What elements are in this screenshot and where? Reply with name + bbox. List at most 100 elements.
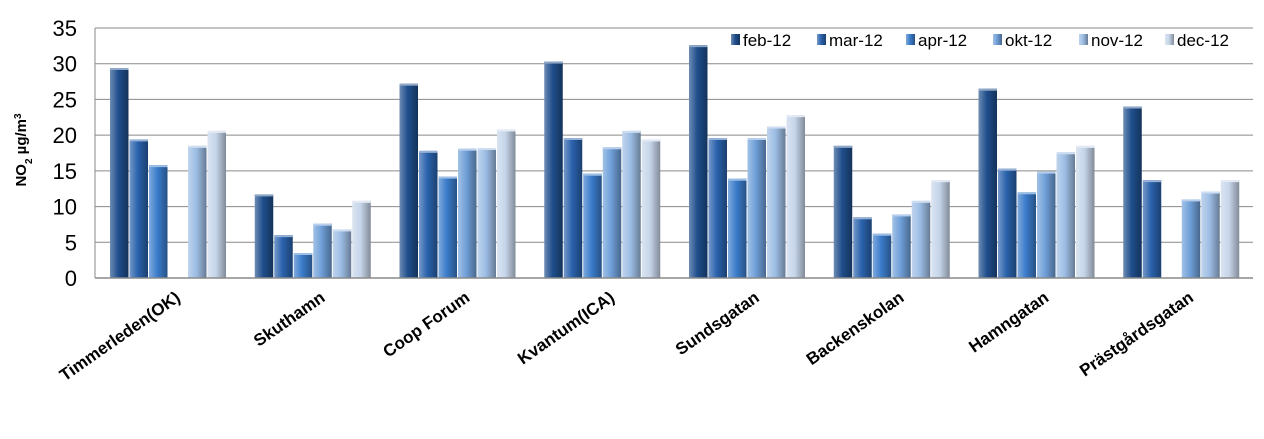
bar-top (583, 173, 602, 176)
bar (352, 200, 371, 278)
bar (786, 115, 805, 279)
bar (188, 145, 207, 278)
y-axis-label: NO2 µg/m3 (13, 113, 35, 187)
category-label: Hamngatan (965, 288, 1052, 357)
bar (497, 129, 516, 278)
bar-top (207, 130, 226, 133)
bar (419, 150, 438, 278)
legend: feb-12 mar-12 apr-12 okt-12 nov-12 dec-12 (731, 31, 1229, 50)
bar (458, 148, 477, 278)
y-tick-label: 0 (65, 266, 77, 291)
bar (833, 145, 853, 278)
bar-top (438, 176, 457, 179)
bar-top (641, 139, 661, 142)
bar-top (998, 168, 1017, 171)
category-labels: Timmerleden(OK) Skuthamn Coop Forum Kvantum… (56, 288, 1197, 385)
bar-top (313, 223, 332, 226)
bar-top (602, 147, 622, 150)
bar (254, 194, 274, 278)
bar (892, 214, 911, 278)
bar-top (1201, 191, 1220, 194)
bar-top (1037, 171, 1056, 174)
legend-label: apr-12 (918, 31, 967, 50)
category-label: Backenskolan (803, 288, 908, 369)
bar (313, 223, 332, 278)
bar-top (786, 115, 805, 118)
category-label: Timmerleden(OK) (56, 288, 183, 385)
bar (641, 139, 661, 278)
y-tick-label: 15 (53, 159, 77, 184)
bar (399, 83, 418, 278)
bar (477, 148, 496, 278)
legend-swatch (906, 34, 915, 45)
legend-label: okt-12 (1005, 31, 1052, 50)
bar (747, 138, 766, 278)
bar-top (853, 217, 872, 220)
bar-top (563, 138, 583, 140)
bar-top (477, 148, 496, 150)
legend-swatch (993, 34, 1002, 45)
legend-label: mar-12 (829, 31, 883, 50)
bar-top (188, 145, 207, 148)
y-tick-labels: 0 5 10 15 20 25 30 35 (53, 16, 77, 291)
bar (911, 200, 931, 278)
bar-top (352, 200, 371, 203)
category-label: Prästgårdsgatan (1076, 288, 1197, 381)
bar-top (978, 88, 997, 91)
bar (622, 130, 641, 278)
bar-top (399, 83, 418, 86)
bar-top (293, 253, 313, 255)
y-tick-label: 10 (53, 195, 77, 220)
bar (728, 178, 747, 278)
legend-swatch (1165, 34, 1174, 45)
bar (129, 139, 148, 278)
bar-top (833, 145, 853, 148)
bar-top (1181, 199, 1201, 202)
bar-top (1220, 180, 1240, 183)
bar-top (1123, 106, 1142, 109)
category-label: Skuthamn (250, 288, 328, 351)
bar (872, 233, 892, 278)
bar (1181, 199, 1201, 278)
bar-top (129, 139, 148, 142)
y-tick-label: 30 (53, 52, 77, 77)
legend-swatch (817, 34, 826, 45)
bar (563, 138, 583, 278)
y-tick-label: 35 (53, 16, 77, 41)
bar (1201, 191, 1220, 278)
bar-top (767, 126, 786, 129)
bar (998, 168, 1017, 278)
bar-top (689, 45, 708, 48)
bar-top (544, 61, 563, 64)
y-axis-label-sub: 2 (24, 158, 35, 164)
bar (1220, 180, 1240, 278)
legend-label: feb-12 (743, 31, 791, 50)
y-axis-label-part: NO (13, 164, 30, 187)
bar-top (892, 214, 911, 217)
bar-top (254, 194, 274, 197)
bar-top (332, 229, 352, 232)
bar-top (497, 129, 516, 132)
bar (708, 138, 727, 278)
bar (207, 130, 226, 278)
gridlines (95, 27, 1253, 243)
bar-top (419, 150, 438, 153)
bar-top (1142, 180, 1162, 183)
bar (149, 165, 168, 278)
bar (110, 68, 129, 278)
category-label: Kvantum(ICA) (514, 288, 618, 369)
bar (1056, 152, 1075, 278)
bars (110, 45, 1240, 279)
legend-swatch (1079, 34, 1088, 45)
bar-top (728, 178, 747, 181)
bar-top (149, 165, 168, 168)
bar-top (458, 148, 477, 151)
legend-label: dec-12 (1177, 31, 1229, 50)
bar-top (1056, 152, 1075, 155)
bar-top (911, 200, 931, 203)
bar (544, 61, 563, 279)
bar (602, 147, 622, 278)
bar-top (622, 130, 641, 133)
bar-top (1017, 192, 1036, 195)
